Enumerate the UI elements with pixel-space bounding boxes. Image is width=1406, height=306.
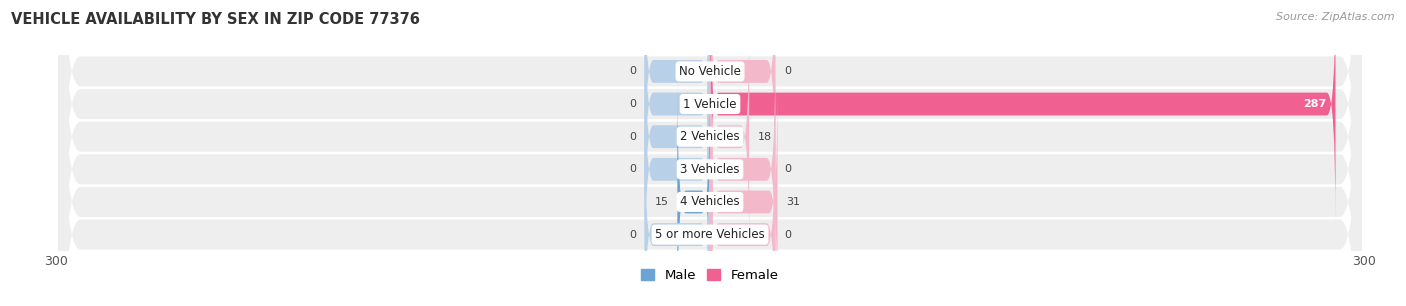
FancyBboxPatch shape — [59, 0, 1361, 306]
Text: 3 Vehicles: 3 Vehicles — [681, 163, 740, 176]
FancyBboxPatch shape — [59, 0, 1361, 306]
Text: VEHICLE AVAILABILITY BY SEX IN ZIP CODE 77376: VEHICLE AVAILABILITY BY SEX IN ZIP CODE … — [11, 12, 420, 27]
Text: 287: 287 — [1303, 99, 1327, 109]
FancyBboxPatch shape — [644, 115, 710, 306]
Text: 0: 0 — [628, 99, 636, 109]
FancyBboxPatch shape — [710, 0, 776, 191]
Text: 0: 0 — [628, 230, 636, 240]
FancyBboxPatch shape — [644, 17, 710, 256]
FancyBboxPatch shape — [710, 0, 1336, 223]
Text: 0: 0 — [628, 66, 636, 76]
FancyBboxPatch shape — [59, 0, 1361, 306]
Text: Source: ZipAtlas.com: Source: ZipAtlas.com — [1277, 12, 1395, 22]
Text: 18: 18 — [758, 132, 772, 142]
FancyBboxPatch shape — [710, 83, 778, 306]
FancyBboxPatch shape — [59, 0, 1361, 306]
Text: 5 or more Vehicles: 5 or more Vehicles — [655, 228, 765, 241]
Text: 0: 0 — [785, 66, 792, 76]
FancyBboxPatch shape — [710, 17, 749, 256]
Text: No Vehicle: No Vehicle — [679, 65, 741, 78]
Text: 15: 15 — [655, 197, 669, 207]
Text: 2 Vehicles: 2 Vehicles — [681, 130, 740, 143]
FancyBboxPatch shape — [644, 0, 710, 223]
Text: 1 Vehicle: 1 Vehicle — [683, 98, 737, 110]
FancyBboxPatch shape — [59, 0, 1361, 306]
FancyBboxPatch shape — [644, 0, 710, 191]
Text: 0: 0 — [628, 164, 636, 174]
FancyBboxPatch shape — [678, 83, 710, 306]
Text: 4 Vehicles: 4 Vehicles — [681, 196, 740, 208]
FancyBboxPatch shape — [644, 50, 710, 289]
Text: 0: 0 — [628, 132, 636, 142]
FancyBboxPatch shape — [59, 0, 1361, 306]
FancyBboxPatch shape — [710, 115, 776, 306]
FancyBboxPatch shape — [710, 50, 776, 289]
Text: 0: 0 — [785, 164, 792, 174]
Text: 0: 0 — [785, 230, 792, 240]
Text: 31: 31 — [786, 197, 800, 207]
Legend: Male, Female: Male, Female — [636, 264, 785, 287]
